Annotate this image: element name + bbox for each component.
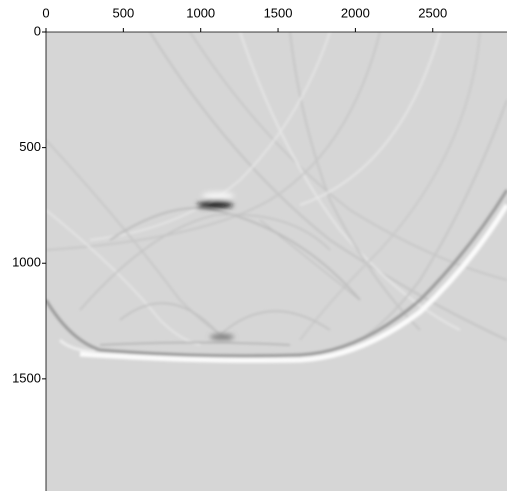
image-background (46, 32, 507, 491)
seismic-image (46, 32, 507, 363)
y-tick-label: 1500 (12, 370, 41, 385)
y-tick-label: 0 (34, 23, 41, 38)
y-tick-label: 1000 (12, 255, 41, 270)
x-tick-label: 0 (42, 5, 49, 20)
x-tick-label: 1500 (264, 5, 293, 20)
x-tick-label: 500 (112, 5, 134, 20)
x-tick-label: 1000 (186, 5, 215, 20)
y-tick-label: 500 (19, 139, 41, 154)
x-tick-label: 2000 (341, 5, 370, 20)
x-tick-label: 2500 (418, 5, 447, 20)
